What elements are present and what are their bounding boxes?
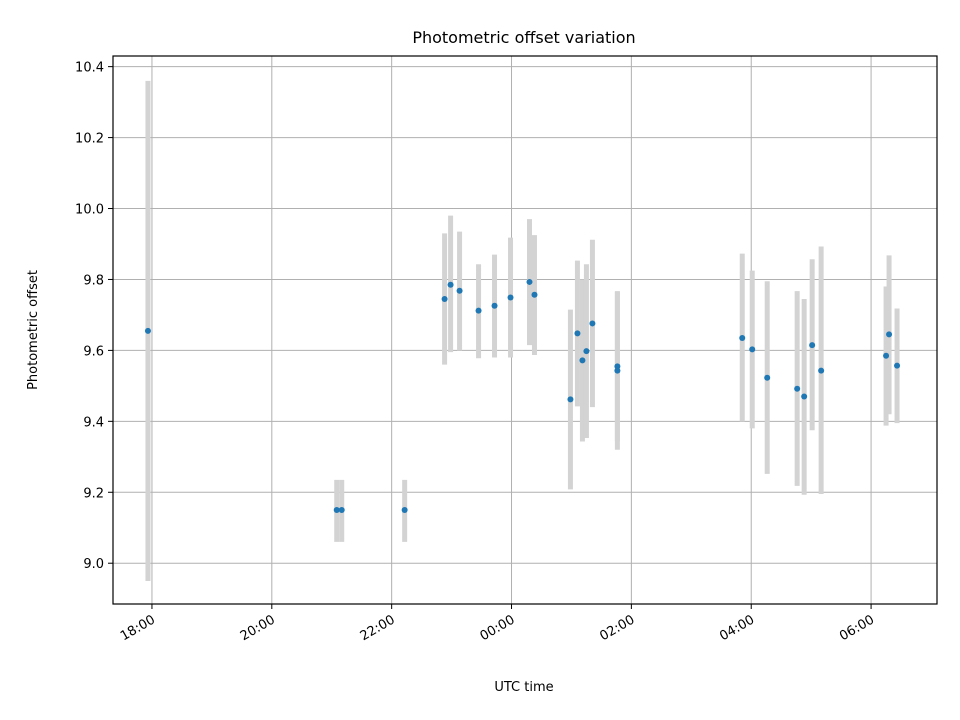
data-point: [531, 291, 538, 298]
chart-title: Photometric offset variation: [412, 28, 635, 47]
data-point: [614, 367, 621, 374]
y-tick-label: 10.0: [75, 203, 104, 218]
y-tick-label: 10.2: [75, 132, 104, 147]
x-axis-ticks: 18:00 20:00 22:00 00:00 02:00 04:00 06:00: [118, 604, 877, 644]
data-point: [567, 396, 574, 403]
data-point: [401, 507, 408, 514]
data-point: [739, 334, 746, 341]
data-point: [809, 342, 816, 349]
x-tick-label: 20:00: [238, 612, 278, 644]
data-point: [475, 307, 482, 314]
x-tick-label: 06:00: [837, 612, 877, 644]
data-point: [441, 295, 448, 302]
y-tick-label: 9.4: [83, 415, 104, 430]
data-point: [456, 287, 463, 294]
x-tick-label: 04:00: [717, 612, 757, 644]
data-points: [144, 278, 901, 514]
data-point: [491, 302, 498, 309]
y-axis-ticks: 9.0 9.2 9.4 9.6 9.8 10.0 10.2 10.4: [75, 61, 113, 572]
data-point: [507, 294, 514, 301]
error-bars: [145, 80, 900, 581]
y-tick-label: 9.2: [83, 486, 104, 501]
x-tick-label: 22:00: [358, 612, 398, 644]
data-point: [883, 352, 890, 359]
y-axis-label: Photometric offset: [26, 270, 41, 390]
data-point: [794, 385, 801, 392]
data-point: [589, 320, 596, 327]
y-tick-label: 9.6: [83, 344, 104, 359]
data-point: [801, 393, 808, 400]
data-point: [574, 330, 581, 337]
data-point: [764, 374, 771, 381]
x-tick-label: 02:00: [597, 612, 637, 644]
data-point: [333, 507, 340, 514]
x-tick-label: 18:00: [118, 612, 158, 644]
data-point: [144, 327, 151, 334]
data-point: [749, 346, 756, 353]
y-tick-label: 10.4: [75, 61, 104, 76]
data-point: [526, 278, 533, 285]
x-tick-label: 00:00: [478, 612, 518, 644]
data-point: [818, 367, 825, 374]
data-point: [447, 281, 454, 288]
plot-frame: [112, 55, 938, 605]
data-point: [614, 363, 621, 370]
data-point: [338, 507, 345, 514]
data-point: [894, 362, 901, 369]
data-point: [583, 348, 590, 355]
y-tick-label: 9.8: [83, 273, 104, 288]
data-point: [886, 331, 893, 338]
data-point: [579, 357, 586, 364]
y-tick-label: 9.0: [83, 557, 104, 572]
x-axis-label: UTC time: [494, 680, 553, 695]
